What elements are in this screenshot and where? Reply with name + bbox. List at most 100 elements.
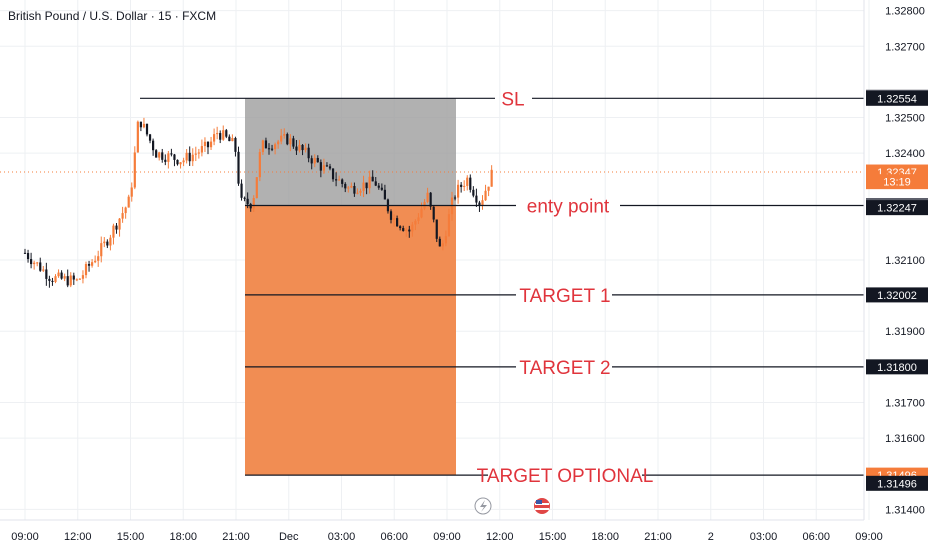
candle-bearish [152, 140, 155, 151]
candle-bullish [75, 279, 78, 281]
candle-bullish [179, 162, 182, 165]
candle-bullish [100, 243, 103, 257]
time-axis[interactable]: 09:00 12:00 15:00 18:00 21:00 Dec 03:00 06:00 09… [11, 531, 883, 543]
candle-bullish [167, 153, 170, 162]
candle-bullish [94, 260, 97, 263]
time-tick-label: 03:00 [750, 531, 778, 543]
candle-bullish [182, 160, 185, 163]
candle-bullish [313, 157, 316, 164]
candle-bullish [194, 153, 197, 155]
candle-bullish [84, 264, 88, 276]
candle-bullish [133, 152, 136, 188]
candle-bullish [444, 236, 447, 244]
candle-bearish [170, 153, 173, 155]
candle-bullish [255, 177, 258, 199]
time-tick-label: 09:00 [855, 531, 883, 543]
candle-bullish [277, 141, 280, 145]
candle-bearish [341, 179, 344, 184]
candle-bullish [350, 185, 353, 188]
candle-bullish [392, 218, 396, 220]
us-flag-icon[interactable] [534, 498, 550, 514]
candle-bullish [283, 134, 286, 136]
candle-bearish [72, 275, 75, 280]
time-tick-label: 21:00 [644, 531, 672, 543]
candle-bearish [51, 280, 54, 282]
candle-bullish [130, 187, 133, 197]
candle-bullish [441, 243, 444, 247]
candle-bullish [197, 152, 200, 154]
candle-bullish [112, 225, 115, 238]
candle-bearish [237, 151, 240, 184]
level-label-target1: TARGET 1 [519, 286, 610, 307]
candle-bearish [383, 189, 386, 200]
candle-bearish [286, 134, 289, 145]
candle-bullish [411, 224, 414, 232]
candle-bearish [307, 147, 310, 159]
price-badge [866, 174, 928, 190]
time-tick-label: 03:00 [328, 531, 356, 543]
time-tick-label: 21:00 [222, 531, 250, 543]
candle-bearish [228, 136, 231, 142]
candle-bullish [368, 176, 371, 189]
candle-bearish [219, 133, 222, 140]
candle-bearish [429, 192, 432, 207]
candle-bullish [261, 140, 264, 153]
price-badge [866, 200, 928, 216]
candle-bullish [136, 121, 139, 153]
price-axis[interactable]: 1.32800 1.32700 1.32500 1.32400 1.32100 1.319… [885, 6, 925, 517]
price-badge-label: 1.31496 [877, 478, 917, 490]
candle-bearish [26, 252, 30, 260]
candle-bearish [39, 262, 42, 271]
candle-bearish [377, 185, 380, 188]
level-label-target2: TARGET 2 [519, 358, 610, 379]
candle-bullish [252, 198, 255, 209]
time-tick-label: 15:00 [539, 531, 567, 543]
candle-bearish [60, 272, 63, 279]
candle-bullish [457, 184, 460, 198]
candle-bearish [240, 183, 243, 198]
candle-bullish [417, 217, 420, 221]
candle-bearish [243, 197, 246, 199]
candle-bullish [78, 278, 81, 280]
candle-bullish [57, 272, 60, 277]
candle-bearish [331, 168, 335, 180]
position-zones [245, 98, 456, 476]
candle-bullish [222, 130, 225, 140]
level-label-target-optional: TARGET OPTIONAL [477, 466, 654, 487]
candle-bearish [460, 184, 463, 187]
price-badge [866, 359, 928, 375]
candle-bullish [490, 169, 493, 187]
candle-bearish [310, 158, 313, 164]
candle-bearish [319, 162, 322, 171]
candle-bullish [213, 134, 216, 142]
candle-bullish [463, 185, 466, 187]
candle-bearish [472, 189, 475, 196]
price-badge [866, 90, 928, 106]
candle-bearish [225, 130, 228, 137]
candle-bearish [246, 198, 249, 205]
price-badge-label: 1.32247 [877, 203, 917, 215]
candle-bullish [405, 229, 408, 231]
candle-bearish [478, 202, 481, 206]
candle-bearish [438, 238, 441, 247]
candle-bullish [481, 200, 484, 206]
time-tick-label: Dec [279, 531, 299, 543]
candle-bearish [371, 176, 374, 182]
candle-bearish [353, 185, 356, 194]
target-zone [245, 205, 456, 476]
horizontal-levels: SL enty point TARGET 1 TARGET 2 TARGET OPTIO… [140, 89, 864, 487]
candle-bearish [267, 148, 271, 150]
level-label-entry: enty point [527, 197, 610, 218]
candle-bearish [475, 195, 478, 203]
time-tick-label: 12:00 [64, 531, 92, 543]
candle-bullish [304, 147, 307, 151]
candle-bearish [87, 264, 91, 266]
candle-bearish [48, 278, 51, 281]
price-tick-label: 1.31400 [885, 504, 925, 516]
candle-bearish [295, 146, 298, 151]
time-tick-label: 06:00 [380, 531, 408, 543]
candle-bullish [487, 186, 490, 191]
lightning-icon[interactable] [474, 497, 492, 515]
candle-bullish [103, 241, 106, 244]
